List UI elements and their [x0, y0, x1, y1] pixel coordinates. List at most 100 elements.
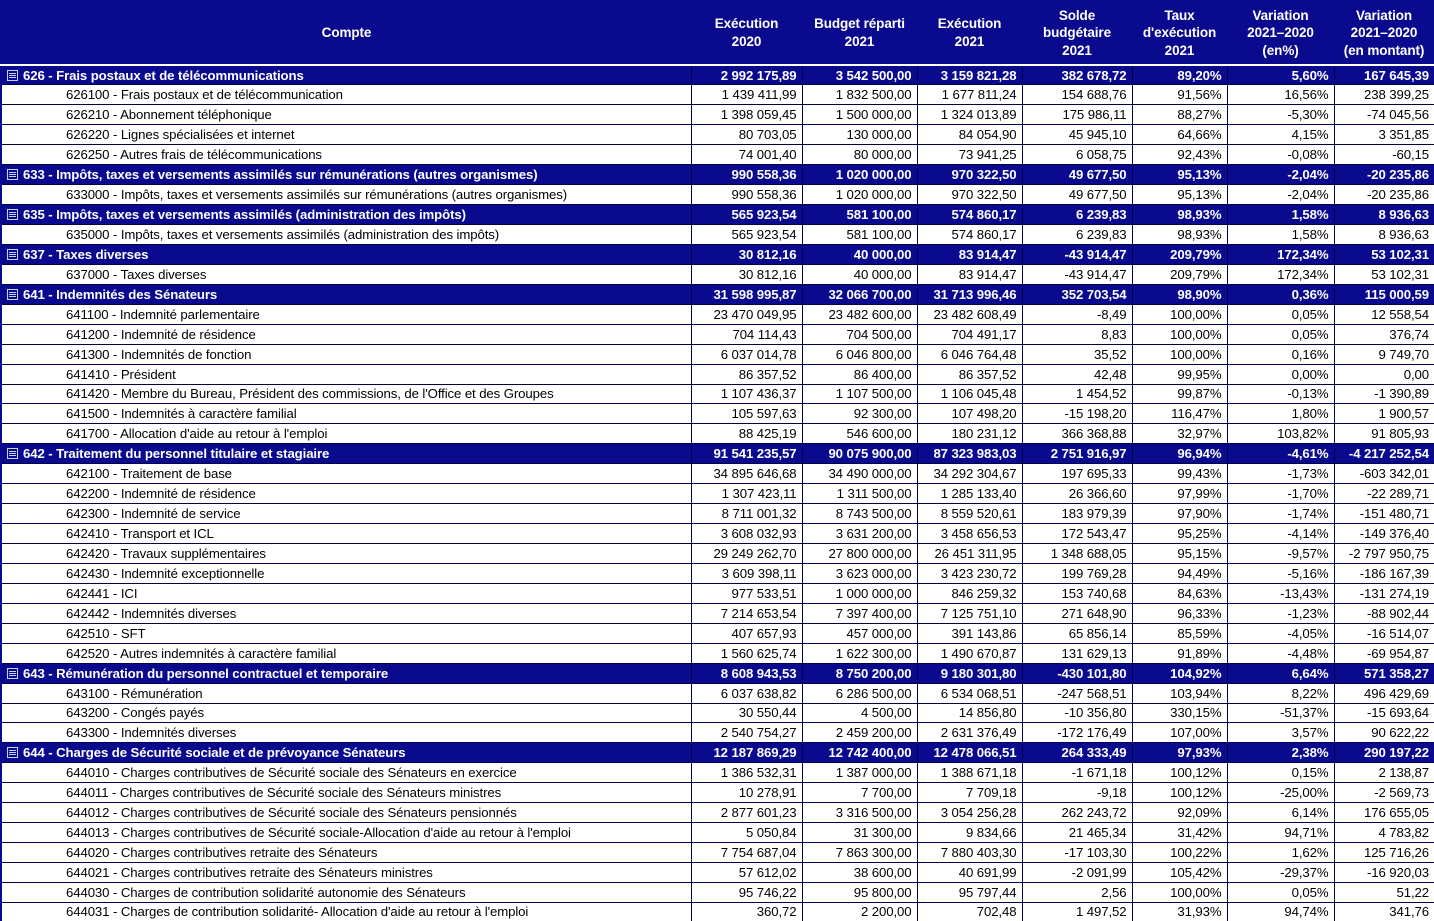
detail-row-642430: 642430 - Indemnité exceptionnelle 3 609 3…: [0, 562, 1434, 584]
cell-execution-2021: 86 357,52: [916, 363, 1023, 385]
detail-row-644020: 644020 - Charges contributives retraite …: [0, 842, 1434, 863]
cell-budget-reparti-2021: 2 459 200,00: [801, 722, 918, 744]
cell-solde-budgetaire-2021: 183 979,39: [1021, 503, 1133, 525]
cell-variation-2021-2020-montant: 2 138,87: [1333, 762, 1434, 784]
collapse-outline-icon[interactable]: [7, 69, 18, 81]
detail-row-642441: 642441 - ICI 977 533,51 1 000 000,00 846 25…: [0, 582, 1434, 604]
cell-execution-2020: 3 609 398,11: [690, 562, 803, 584]
cell-solde-budgetaire-2021: -172 176,49: [1021, 722, 1133, 744]
cell-solde-budgetaire-2021: 1 497,52: [1021, 901, 1133, 921]
account-label: 642420 - Travaux supplémentaires: [0, 543, 692, 564]
cell-variation-2021-2020-montant: -131 274,19: [1333, 582, 1434, 604]
cell-solde-budgetaire-2021: -15 198,20: [1021, 403, 1133, 425]
cell-execution-2020: 1 439 411,99: [690, 84, 803, 106]
cell-execution-2020: 1 307 423,11: [690, 483, 803, 505]
cell-budget-reparti-2021: 546 600,00: [801, 423, 918, 445]
cell-execution-2020: 105 597,63: [690, 403, 803, 425]
cell-variation-2021-2020-pct: 103,82%: [1226, 423, 1335, 445]
cell-budget-reparti-2021: 130 000,00: [801, 124, 918, 146]
cell-variation-2021-2020-pct: 1,58%: [1226, 224, 1335, 245]
detail-row-643200: 643200 - Congés payés 30 550,44 4 500,00 14…: [0, 702, 1434, 724]
cell-variation-2021-2020-montant: -20 235,86: [1333, 164, 1434, 186]
account-label: 641410 - Président: [0, 363, 692, 385]
cell-variation-2021-2020-montant: 571 358,27: [1333, 662, 1434, 684]
cell-variation-2021-2020-montant: 176 655,05: [1333, 802, 1434, 824]
collapse-outline-icon[interactable]: [7, 209, 18, 221]
account-label: 633 - Impôts, taxes et versements assimi…: [0, 164, 692, 186]
group-row-633: 633 - Impôts, taxes et versements assimi…: [0, 164, 1434, 186]
detail-row-635000: 635000 - Impôts, taxes et versements ass…: [0, 224, 1434, 245]
cell-variation-2021-2020-pct: -5,16%: [1226, 562, 1335, 584]
cell-execution-2020: 7 214 653,54: [690, 602, 803, 624]
cell-solde-budgetaire-2021: 271 648,90: [1021, 602, 1133, 624]
cell-taux-execution-2021: 98,93%: [1131, 204, 1228, 225]
collapse-outline-icon[interactable]: [7, 747, 18, 759]
account-label: 637000 - Taxes diverses: [0, 263, 692, 285]
cell-execution-2020: 29 249 262,70: [690, 543, 803, 564]
cell-variation-2021-2020-montant: -4 217 252,54: [1333, 443, 1434, 465]
cell-taux-execution-2021: 31,93%: [1131, 901, 1228, 921]
cell-solde-budgetaire-2021: -247 568,51: [1021, 682, 1133, 704]
cell-solde-budgetaire-2021: 131 629,13: [1021, 642, 1133, 664]
cell-variation-2021-2020-pct: 1,58%: [1226, 204, 1335, 225]
cell-execution-2021: 23 482 608,49: [916, 303, 1023, 325]
group-row-643: 643 - Rémunération du personnel contract…: [0, 662, 1434, 684]
cell-variation-2021-2020-montant: 3 351,85: [1333, 124, 1434, 146]
cell-variation-2021-2020-montant: -2 569,73: [1333, 782, 1434, 804]
cell-execution-2021: 970 322,50: [916, 164, 1023, 186]
collapse-outline-icon[interactable]: [7, 667, 18, 679]
cell-solde-budgetaire-2021: 175 986,11: [1021, 104, 1133, 126]
account-label-text: 626 - Frais postaux et de télécommunicat…: [23, 67, 304, 83]
cell-variation-2021-2020-pct: -25,00%: [1226, 782, 1335, 804]
account-label-text: 644013 - Charges contributives de Sécuri…: [66, 825, 571, 841]
cell-solde-budgetaire-2021: -17 103,30: [1021, 842, 1133, 863]
account-label-text: 633000 - Impôts, taxes et versements ass…: [66, 187, 567, 203]
cell-solde-budgetaire-2021: -2 091,99: [1021, 862, 1133, 883]
cell-variation-2021-2020-montant: -74 045,56: [1333, 104, 1434, 126]
account-label: 635000 - Impôts, taxes et versements ass…: [0, 224, 692, 245]
cell-taux-execution-2021: 95,13%: [1131, 184, 1228, 206]
cell-variation-2021-2020-pct: 3,57%: [1226, 722, 1335, 744]
cell-budget-reparti-2021: 1 020 000,00: [801, 184, 918, 206]
account-label: 643300 - Indemnités diverses: [0, 722, 692, 744]
cell-budget-reparti-2021: 3 542 500,00: [801, 64, 918, 86]
cell-solde-budgetaire-2021: -9,18: [1021, 782, 1133, 804]
collapse-outline-icon[interactable]: [7, 248, 18, 260]
cell-budget-reparti-2021: 8 750 200,00: [801, 662, 918, 684]
cell-execution-2021: 846 259,32: [916, 582, 1023, 604]
detail-row-641500: 641500 - Indemnités à caractère familial…: [0, 403, 1434, 425]
account-label: 641500 - Indemnités à caractère familial: [0, 403, 692, 425]
cell-variation-2021-2020-montant: -60,15: [1333, 144, 1434, 166]
detail-row-642520: 642520 - Autres indemnités à caractère f…: [0, 642, 1434, 664]
cell-execution-2021: 73 941,25: [916, 144, 1023, 166]
collapse-outline-icon[interactable]: [7, 169, 18, 181]
account-label: 644030 - Charges de contribution solidar…: [0, 881, 692, 903]
detail-row-641100: 641100 - Indemnité parlementaire 23 470 0…: [0, 303, 1434, 325]
cell-variation-2021-2020-montant: 4 783,82: [1333, 822, 1434, 844]
cell-variation-2021-2020-pct: -4,14%: [1226, 523, 1335, 544]
cell-taux-execution-2021: 85,59%: [1131, 622, 1228, 644]
cell-taux-execution-2021: 91,56%: [1131, 84, 1228, 106]
cell-execution-2020: 7 754 687,04: [690, 842, 803, 863]
cell-variation-2021-2020-pct: -4,61%: [1226, 443, 1335, 465]
cell-variation-2021-2020-montant: -149 376,40: [1333, 523, 1434, 544]
cell-variation-2021-2020-montant: 1 900,57: [1333, 403, 1434, 425]
cell-execution-2020: 34 895 646,68: [690, 463, 803, 485]
account-label: 642430 - Indemnité exceptionnelle: [0, 562, 692, 584]
column-header-taux-execution-2021: Taux d'exécution 2021: [1132, 1, 1227, 66]
cell-budget-reparti-2021: 80 000,00: [801, 144, 918, 166]
cell-execution-2021: 12 478 066,51: [916, 742, 1023, 764]
cell-budget-reparti-2021: 704 500,00: [801, 323, 918, 345]
account-label-text: 642420 - Travaux supplémentaires: [66, 545, 266, 561]
collapse-outline-icon[interactable]: [7, 448, 18, 460]
detail-row-626100: 626100 - Frais postaux et de télécommuni…: [0, 84, 1434, 106]
cell-taux-execution-2021: 104,92%: [1131, 662, 1228, 684]
cell-solde-budgetaire-2021: -43 914,47: [1021, 243, 1133, 265]
cell-taux-execution-2021: 100,12%: [1131, 762, 1228, 784]
cell-solde-budgetaire-2021: 26 366,60: [1021, 483, 1133, 505]
collapse-outline-icon[interactable]: [7, 288, 18, 300]
cell-taux-execution-2021: 100,22%: [1131, 842, 1228, 863]
cell-variation-2021-2020-pct: 94,74%: [1226, 901, 1335, 921]
